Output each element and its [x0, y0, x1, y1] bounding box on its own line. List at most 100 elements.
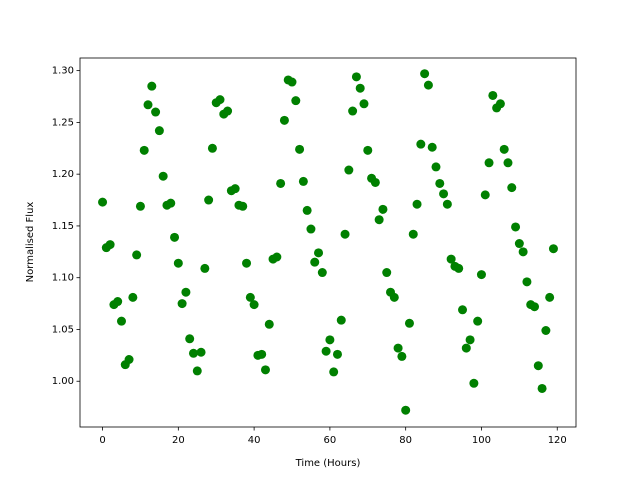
point — [420, 69, 430, 79]
point — [495, 99, 505, 109]
point — [363, 145, 373, 155]
point — [404, 318, 414, 328]
point — [325, 335, 335, 345]
point — [272, 252, 282, 262]
point — [465, 335, 475, 345]
point — [427, 142, 437, 152]
point — [442, 199, 452, 209]
point — [113, 297, 123, 307]
point — [454, 263, 464, 273]
point — [143, 100, 153, 110]
point — [196, 347, 206, 357]
point — [439, 189, 449, 199]
point — [458, 305, 468, 315]
x-axis-label: Time (Hours) — [295, 458, 361, 469]
point — [374, 215, 384, 225]
x-tick-label: 80 — [399, 435, 412, 446]
point — [264, 319, 274, 329]
point — [435, 178, 445, 188]
point — [412, 199, 422, 209]
point — [295, 144, 305, 154]
point — [98, 197, 108, 207]
point — [173, 258, 183, 268]
point — [533, 361, 543, 371]
point — [249, 300, 259, 310]
point — [431, 162, 441, 172]
point — [200, 263, 210, 273]
point — [446, 254, 456, 264]
x-tick-label: 60 — [324, 435, 337, 446]
point — [401, 405, 411, 415]
point — [480, 190, 490, 200]
point — [355, 83, 365, 93]
point — [514, 239, 524, 249]
point — [181, 287, 191, 297]
point — [469, 378, 479, 388]
point — [530, 302, 540, 312]
point — [476, 270, 486, 280]
axes-frame — [79, 57, 577, 428]
y-tick-label: 1.05 — [52, 324, 74, 335]
point — [158, 171, 168, 181]
point — [408, 229, 418, 239]
point — [242, 258, 252, 268]
point — [484, 158, 494, 168]
point — [302, 205, 312, 215]
y-tick-label: 1.20 — [52, 169, 74, 180]
y-tick-label: 1.25 — [52, 117, 74, 128]
point — [314, 248, 324, 258]
point — [204, 195, 214, 205]
point — [340, 229, 350, 239]
point — [306, 224, 316, 234]
point — [522, 277, 532, 287]
point — [166, 198, 176, 208]
x-tick-label: 120 — [548, 435, 567, 446]
point — [389, 292, 399, 302]
point — [416, 139, 426, 149]
point — [507, 183, 517, 193]
point — [298, 176, 308, 186]
point — [317, 268, 327, 278]
point — [370, 177, 380, 187]
point — [185, 334, 195, 344]
point — [192, 366, 202, 376]
point — [344, 165, 354, 175]
point — [548, 244, 558, 254]
point — [511, 222, 521, 232]
point — [473, 316, 483, 326]
point — [348, 106, 358, 116]
point — [188, 348, 198, 358]
point — [336, 315, 346, 325]
x-tick-label: 20 — [172, 435, 185, 446]
point — [116, 316, 126, 326]
point — [177, 299, 187, 309]
point — [238, 201, 248, 211]
point — [207, 143, 217, 153]
point — [139, 145, 149, 155]
point — [545, 292, 555, 302]
point — [332, 349, 342, 359]
x-tick-label: 0 — [99, 435, 105, 446]
point — [382, 268, 392, 278]
point — [518, 247, 528, 257]
point — [245, 292, 255, 302]
point — [537, 383, 547, 393]
point — [135, 201, 145, 211]
point — [147, 81, 157, 91]
point — [124, 354, 134, 364]
point — [105, 240, 115, 250]
point — [321, 346, 331, 356]
point — [151, 107, 161, 117]
point — [215, 95, 225, 105]
point — [423, 80, 433, 90]
point — [230, 184, 240, 194]
y-axis-label: Normalised Flux — [25, 202, 36, 283]
y-tick-label: 1.15 — [52, 221, 74, 232]
point — [378, 204, 388, 214]
point — [541, 326, 551, 336]
point — [287, 77, 297, 87]
point — [291, 96, 301, 106]
x-tick-label: 40 — [248, 435, 261, 446]
point — [503, 158, 513, 168]
